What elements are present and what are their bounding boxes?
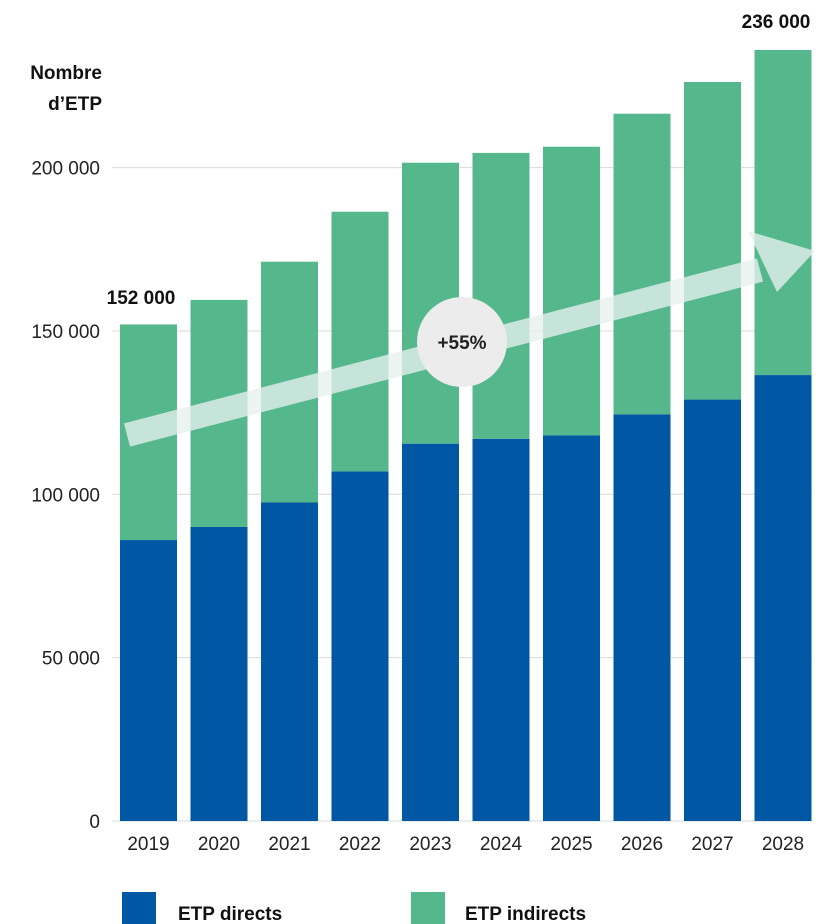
bar-directs [754, 375, 812, 821]
bar-directs [120, 540, 177, 821]
y-tick-label: 200 000 [31, 159, 100, 180]
bar-indirects [754, 50, 812, 376]
bar-indirects [472, 152, 530, 439]
x-tick-label: 2024 [480, 834, 523, 855]
x-tick-label: 2025 [550, 834, 592, 855]
growth-badge-text: +55% [437, 333, 486, 354]
bar-directs [472, 438, 530, 821]
first-total-label: 152 000 [107, 288, 176, 309]
bar-directs [261, 502, 318, 821]
y-tick-label: 150 000 [31, 322, 100, 343]
x-axis-labels: 2019 2020 2021 2022 2023 2024 2025 2026 2027 2028 [127, 834, 804, 855]
bar-directs [543, 435, 600, 821]
bar-directs [613, 414, 671, 821]
y-tick-label: 0 [89, 812, 100, 833]
x-tick-label: 2020 [198, 834, 240, 855]
legend: ETP directs ETP indirects [122, 892, 586, 924]
last-total-label: 236 000 [742, 12, 811, 33]
x-tick-label: 2023 [409, 834, 451, 855]
bar-directs [190, 526, 248, 821]
legend-swatch-indirects [411, 892, 445, 924]
bars [120, 50, 812, 821]
bar-directs [331, 471, 389, 821]
x-tick-label: 2027 [691, 834, 733, 855]
bar-indirects [613, 113, 671, 415]
y-tick-label: 50 000 [42, 649, 100, 670]
total-callouts: 152 000 236 000 [107, 12, 811, 309]
y-tick-label: 100 000 [31, 485, 100, 506]
y-axis-label: Nombre d’ETP [30, 63, 102, 115]
y-axis-label-line-2: d’ETP [48, 94, 102, 115]
x-tick-label: 2022 [339, 834, 381, 855]
y-axis-label-line-1: Nombre [30, 63, 102, 84]
y-axis-ticks: 0 50 000 100 000 150 000 200 000 [31, 159, 100, 833]
x-tick-label: 2019 [127, 834, 169, 855]
bar-indirects [331, 211, 389, 472]
bar-indirects [684, 82, 741, 400]
bar-directs [402, 443, 459, 821]
bar-directs [684, 399, 741, 821]
x-tick-label: 2026 [621, 834, 663, 855]
legend-swatch-directs [122, 892, 156, 924]
legend-label-indirects: ETP indirects [465, 904, 586, 924]
bar-indirects [543, 146, 600, 436]
legend-label-directs: ETP directs [178, 904, 282, 924]
x-tick-label: 2028 [762, 834, 804, 855]
x-tick-label: 2021 [268, 834, 310, 855]
growth-badge: +55% [417, 297, 507, 387]
